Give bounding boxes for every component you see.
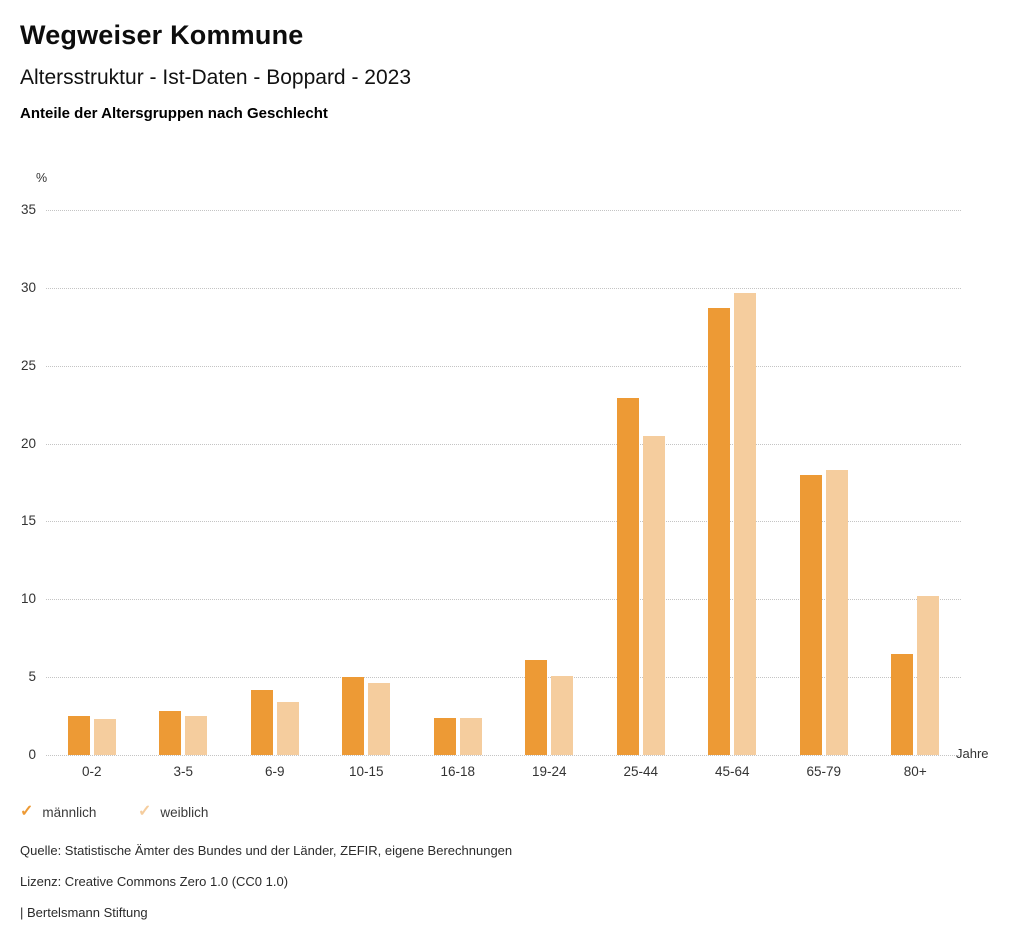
legend-item-maennlich[interactable]: ✓ männlich [20, 804, 96, 820]
gridline-30 [46, 287, 961, 289]
bar-männlich-25-44[interactable] [616, 398, 639, 755]
plot-area [46, 210, 961, 756]
brand-text: | Bertelsmann Stiftung [20, 905, 148, 920]
x-tick-16-18: 16-18 [440, 764, 476, 779]
y-axis-ticks: 0 5 10 15 20 25 30 35 [0, 202, 36, 762]
bar-männlich-10-15[interactable] [342, 677, 365, 755]
bar-männlich-0-2[interactable] [67, 716, 90, 755]
y-tick-25: 25 [20, 357, 36, 373]
gridline-25 [46, 365, 961, 367]
x-tick-10-15: 10-15 [348, 764, 384, 779]
bar-männlich-45-64[interactable] [708, 308, 731, 755]
gridline-20 [46, 443, 961, 445]
y-tick-35: 35 [20, 202, 36, 217]
gridline-5 [46, 677, 961, 679]
gridline-0 [46, 755, 961, 756]
bar-weiblich-45-64[interactable] [734, 292, 757, 755]
y-tick-5: 5 [28, 669, 36, 685]
x-tick-0-2: 0-2 [81, 764, 102, 779]
bar-männlich-19-24[interactable] [525, 660, 548, 755]
source-text: Quelle: Statistische Ämter des Bundes un… [20, 843, 513, 858]
x-tick-45-64: 45-64 [714, 764, 750, 779]
checkmark-icon: ✓ [20, 803, 34, 820]
x-axis-unit-label: Jahre [956, 746, 989, 761]
x-tick-25-44: 25-44 [623, 764, 659, 779]
bar-weiblich-19-24[interactable] [551, 675, 574, 755]
gridline-15 [46, 521, 961, 523]
legend-label: weiblich [160, 804, 209, 820]
y-axis-unit-label: % [36, 171, 48, 185]
bar-weiblich-65-79[interactable] [825, 470, 848, 755]
chart-caption: Anteile der Altersgruppen nach Geschlech… [20, 105, 328, 122]
legend: ✓ männlich ✓ weiblich [0, 804, 1024, 824]
bar-männlich-80+[interactable] [891, 653, 914, 755]
bar-männlich-65-79[interactable] [799, 474, 822, 755]
gridline-35 [46, 210, 961, 211]
bar-männlich-3-5[interactable] [159, 711, 182, 755]
checkmark-icon: ✓ [138, 803, 152, 820]
legend-label: männlich [42, 804, 97, 820]
x-tick-19-24: 19-24 [531, 764, 567, 779]
x-tick-6-9: 6-9 [264, 764, 285, 779]
app-title: Wegweiser Kommune [20, 20, 304, 50]
bar-weiblich-80+[interactable] [917, 596, 940, 755]
y-tick-15: 15 [20, 513, 36, 529]
y-tick-30: 30 [20, 279, 36, 295]
x-tick-65-79: 65-79 [806, 764, 842, 779]
x-axis-labels: 0-2 3-5 6-9 10-15 16-18 19-24 25-44 45-64 65-79 8… [46, 764, 961, 784]
bar-weiblich-3-5[interactable] [185, 716, 208, 755]
bar-weiblich-10-15[interactable] [368, 683, 391, 755]
bar-männlich-6-9[interactable] [250, 689, 273, 755]
gridline-10 [46, 599, 961, 601]
y-tick-10: 10 [20, 591, 36, 607]
bar-weiblich-16-18[interactable] [459, 717, 482, 755]
bar-weiblich-0-2[interactable] [93, 719, 116, 755]
license-text: Lizenz: Creative Commons Zero 1.0 (CC0 1… [20, 874, 289, 889]
y-tick-0: 0 [28, 747, 36, 762]
bar-weiblich-25-44[interactable] [642, 435, 665, 755]
bar-weiblich-6-9[interactable] [276, 702, 299, 755]
x-tick-80+: 80+ [903, 764, 927, 779]
y-tick-20: 20 [20, 435, 36, 451]
x-tick-3-5: 3-5 [173, 764, 193, 779]
bar-männlich-16-18[interactable] [433, 717, 456, 755]
legend-item-weiblich[interactable]: ✓ weiblich [138, 804, 208, 820]
chart-subtitle: Altersstruktur - Ist-Daten - Boppard - 2… [20, 66, 411, 89]
